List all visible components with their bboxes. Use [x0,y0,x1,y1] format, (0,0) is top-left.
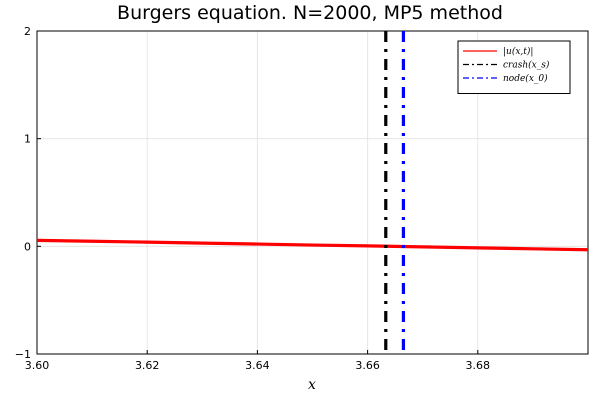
x-tick-label: 3.62 [135,359,160,372]
y-tick-label: 2 [24,25,31,38]
legend-box [457,40,571,94]
plot-area [36,30,589,355]
y-tick-label: 0 [24,240,31,253]
y-tick-label: 1 [24,133,31,146]
plot-frame [36,30,589,355]
x-axis-label: x [308,377,316,393]
x-axis-ticks: 3.60 3.62 3.64 3.66 3.68 [25,350,490,372]
x-tick-label: 3.64 [245,359,270,372]
series-group [37,31,588,354]
legend-label: crash(x_s) [503,60,550,71]
legend-label: |u(x,t)| [503,46,533,57]
chart-title: Burgers equation. N=2000, MP5 method [117,2,503,24]
series-line-0 [37,238,588,252]
x-tick-label: 3.68 [466,359,491,372]
x-tick-label: 3.66 [355,359,380,372]
legend: |u(x,t)| crash(x_s) node(x_0) [457,40,571,94]
y-tick-label: −1 [15,348,31,361]
legend-label: node(x_0) [503,73,548,84]
y-axis-ticks: −1 0 1 2 [15,25,41,361]
x-tick-label: 3.60 [25,359,50,372]
